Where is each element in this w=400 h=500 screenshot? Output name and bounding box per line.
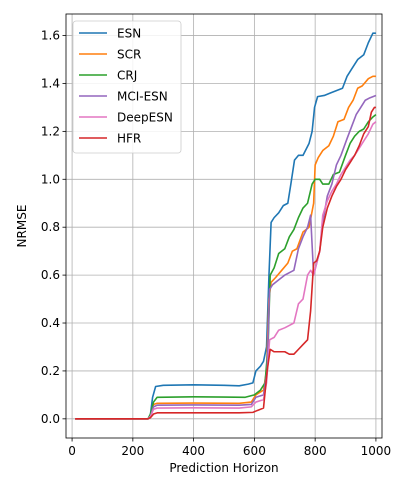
series-line-scr <box>75 75 376 420</box>
x-tick-label: 1000 <box>361 444 392 458</box>
x-tick-label: 800 <box>304 444 327 458</box>
x-tick-label: 600 <box>243 444 266 458</box>
legend-label: CRJ <box>117 69 137 83</box>
y-tick-label: 1.0 <box>41 172 60 186</box>
series-lines <box>75 32 377 420</box>
series-line-crj <box>75 113 377 420</box>
legend: ESN SCR CRJ MCI-ESN DeepESN HFR <box>72 20 182 154</box>
y-axis-label: NRMSE <box>15 205 29 248</box>
x-tick-label: 400 <box>182 444 205 458</box>
legend-label: ESN <box>117 27 141 41</box>
y-tick-label: 0.0 <box>41 412 60 426</box>
legend-label: HFR <box>117 132 141 146</box>
x-tick-label: 200 <box>121 444 144 458</box>
axis-ticks: 0 200 400 600 800 1000 0.0 0.2 0.4 0.6 0.8 1.0 1.2 1.… <box>41 29 391 458</box>
legend-label: MCI-ESN <box>117 90 168 104</box>
y-tick-label: 0.8 <box>41 220 60 234</box>
grid-lines <box>66 14 382 438</box>
series-line-hfr <box>75 106 376 420</box>
legend-label: SCR <box>117 48 141 62</box>
legend-label: DeepESN <box>117 111 173 125</box>
series-line-deepesn <box>75 121 377 420</box>
y-tick-label: 1.4 <box>41 76 60 90</box>
x-tick-label: 0 <box>68 444 76 458</box>
plot-frame <box>65 13 383 439</box>
series-line-esn <box>75 32 376 420</box>
y-tick-label: 0.6 <box>41 268 60 282</box>
y-tick-label: 0.2 <box>41 364 60 378</box>
y-tick-label: 1.2 <box>41 124 60 138</box>
y-tick-label: 1.6 <box>41 29 60 43</box>
x-axis-label: Prediction Horizon <box>169 461 278 475</box>
series-line-mci-esn <box>75 94 377 420</box>
y-tick-label: 0.4 <box>41 316 60 330</box>
